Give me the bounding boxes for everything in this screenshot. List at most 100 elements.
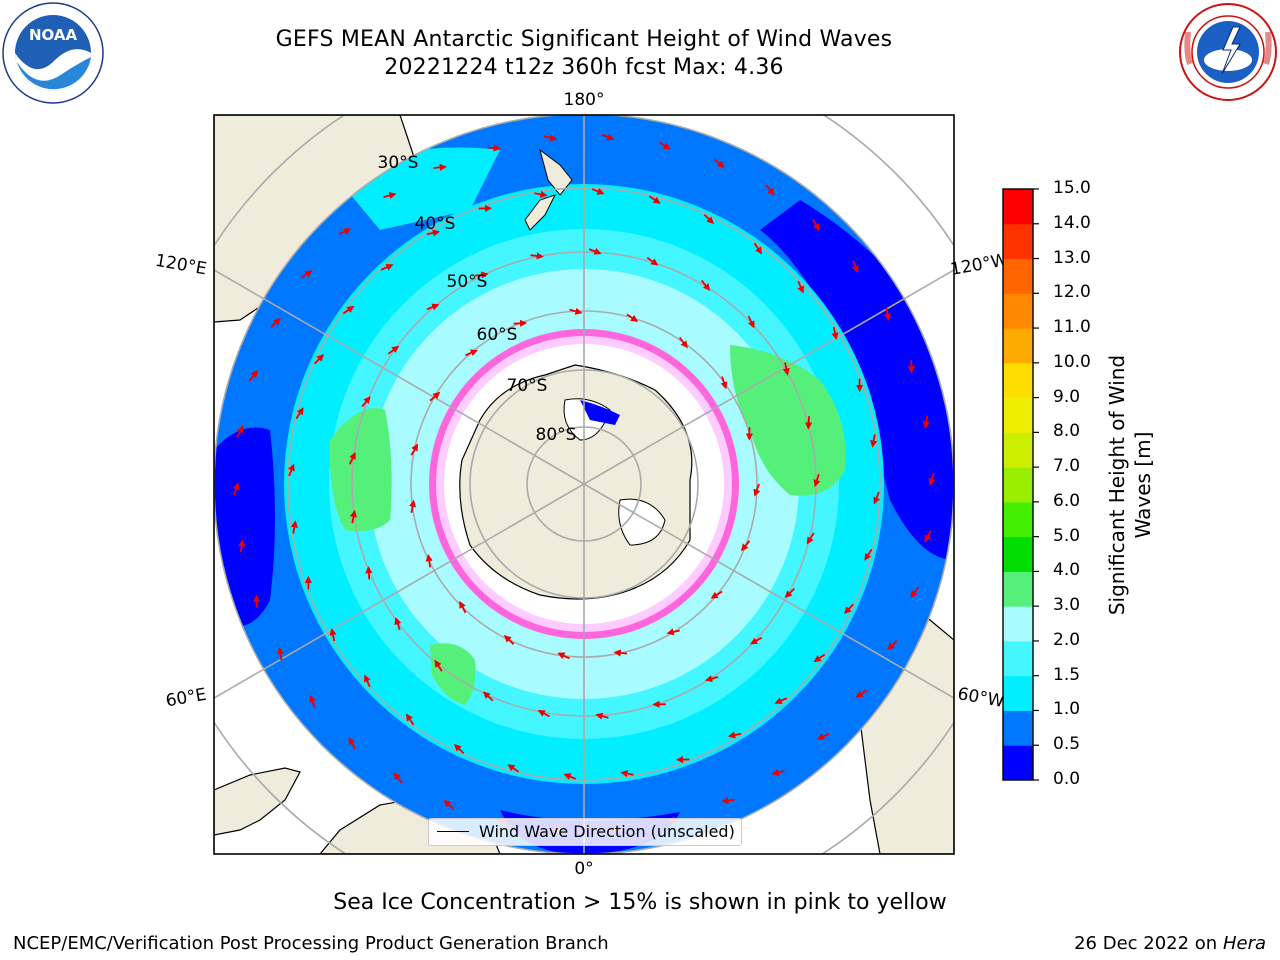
colorbar-tick-label: 13.0 xyxy=(1053,247,1091,268)
colorbar-segment xyxy=(1003,606,1033,642)
colorbar-segment xyxy=(1003,328,1033,364)
wave-direction-arrow xyxy=(747,315,755,329)
wave-direction-arrow xyxy=(805,416,813,430)
wave-direction-arrow xyxy=(300,270,313,279)
wave-direction-arrow xyxy=(309,694,317,708)
colorbar-tick-label: 6.0 xyxy=(1053,490,1081,511)
wave-direction-arrow xyxy=(831,326,839,341)
wave-direction-arrow xyxy=(503,635,515,645)
wave-direction-arrow xyxy=(864,548,873,561)
colorbar-segment xyxy=(1003,675,1033,711)
colorbar-segment xyxy=(1003,397,1033,433)
wave-direction-arrow xyxy=(870,434,878,448)
colorbar-segment xyxy=(1003,640,1033,677)
wave-direction-arrow xyxy=(774,697,788,704)
lon-label-120w: 120°W xyxy=(949,250,1010,280)
colorbar-segment xyxy=(1003,571,1033,607)
colorbar-tick-label: 7.0 xyxy=(1053,456,1081,477)
wave-direction-arrow xyxy=(666,628,680,636)
colorbar-tick-label: 3.0 xyxy=(1053,595,1081,616)
legend-label: Wind Wave Direction (unscaled) xyxy=(479,822,735,841)
wave-direction-arrow xyxy=(557,652,570,660)
legend-line-sample xyxy=(437,831,469,832)
wave-direction-arrow xyxy=(443,799,455,810)
map-legend: Wind Wave Direction (unscaled) xyxy=(428,818,742,846)
wave-direction-arrow xyxy=(721,796,735,805)
colorbar-segment xyxy=(1003,536,1033,572)
wave-direction-arrow xyxy=(595,712,609,720)
wave-direction-arrow xyxy=(813,653,826,663)
wave-direction-arrow xyxy=(426,229,441,237)
lat-label-40s: 40°S xyxy=(415,214,456,234)
colorbar-segment xyxy=(1003,432,1033,468)
nws-logo xyxy=(1179,3,1277,101)
noaa-logo: NOAA xyxy=(2,2,104,104)
wave-direction-arrow xyxy=(236,425,244,438)
wave-direction-arrow xyxy=(727,731,742,739)
colorbar-tick-label: 4.0 xyxy=(1053,560,1081,581)
wave-direction-arrow xyxy=(910,586,920,598)
wave-direction-arrow xyxy=(700,279,711,291)
wave-direction-arrow xyxy=(887,640,898,651)
lon-label-0: 0° xyxy=(574,859,593,879)
wave-direction-arrow xyxy=(507,764,520,773)
wave-direction-arrow xyxy=(410,443,419,456)
colorbar-segment xyxy=(1003,293,1033,329)
wave-direction-arrow xyxy=(816,733,830,740)
lat-label-70s: 70°S xyxy=(507,376,548,396)
wave-direction-arrow xyxy=(426,303,440,311)
wave-direction-arrow xyxy=(288,463,295,477)
map-frame xyxy=(213,114,955,855)
lat-label-50s: 50°S xyxy=(447,272,488,292)
wave-direction-arrow xyxy=(678,336,688,349)
new-zealand xyxy=(539,148,573,196)
wave-direction-arrow xyxy=(405,713,415,726)
wave-direction-arrow xyxy=(922,415,930,429)
lon-label-180: 180° xyxy=(564,90,605,110)
lon-label-60e: 60°E xyxy=(164,685,208,712)
wave-direction-arrow xyxy=(884,307,892,322)
wave-direction-arrow xyxy=(648,195,661,204)
wave-direction-arrow xyxy=(873,491,880,505)
colorbar-frame xyxy=(1002,188,1034,781)
wave-direction-arrow xyxy=(843,603,855,614)
wave-direction-arrow xyxy=(543,134,558,142)
lat-label-30s: 30°S xyxy=(378,153,419,173)
wave-direction-arrow xyxy=(705,675,719,683)
colorbar-segment xyxy=(1003,745,1033,781)
wave-direction-arrow xyxy=(365,566,373,580)
wave-direction-arrow xyxy=(534,190,548,198)
wave-direction-arrow xyxy=(563,773,577,780)
colorbar-tick-label: 0.5 xyxy=(1053,734,1081,755)
colorbar-tick-label: 8.0 xyxy=(1053,421,1081,442)
wave-direction-arrow xyxy=(433,163,447,172)
wave-direction-arrow xyxy=(270,317,281,328)
date-value: 26 Dec 2022 on xyxy=(1074,933,1218,954)
colorbar-segment xyxy=(1003,362,1033,399)
colorbar-ticks xyxy=(1033,188,1039,781)
wave-direction-arrow xyxy=(710,590,723,599)
wave-direction-arrow xyxy=(613,649,628,657)
wave-direction-arrow xyxy=(813,474,821,488)
wave-direction-arrow xyxy=(720,376,728,390)
lon-label-60w: 60°W xyxy=(956,684,1006,712)
wave-direction-arrow xyxy=(387,345,400,355)
wave-direction-arrow xyxy=(855,689,868,698)
wave-direction-arrow xyxy=(342,305,355,315)
wave-direction-arrow xyxy=(290,520,298,534)
wave-direction-arrow xyxy=(487,144,501,152)
wave-direction-arrow xyxy=(784,587,796,598)
wave-direction-arrow xyxy=(394,617,402,631)
wave-direction-arrow xyxy=(329,627,337,642)
colorbar-tick-label: 12.0 xyxy=(1053,282,1091,303)
wave-direction-arrow xyxy=(620,770,634,778)
wave-direction-arrow xyxy=(513,319,528,327)
chart-title: GEFS MEAN Antarctic Significant Height o… xyxy=(275,27,893,52)
lat-label-80s: 80°S xyxy=(536,425,577,445)
wave-direction-arrow xyxy=(851,260,859,274)
wave-direction-arrow xyxy=(409,499,417,513)
colorbar-segment xyxy=(1003,223,1033,260)
wave-direction-arrow xyxy=(454,743,465,755)
wave-direction-arrow xyxy=(338,228,352,235)
